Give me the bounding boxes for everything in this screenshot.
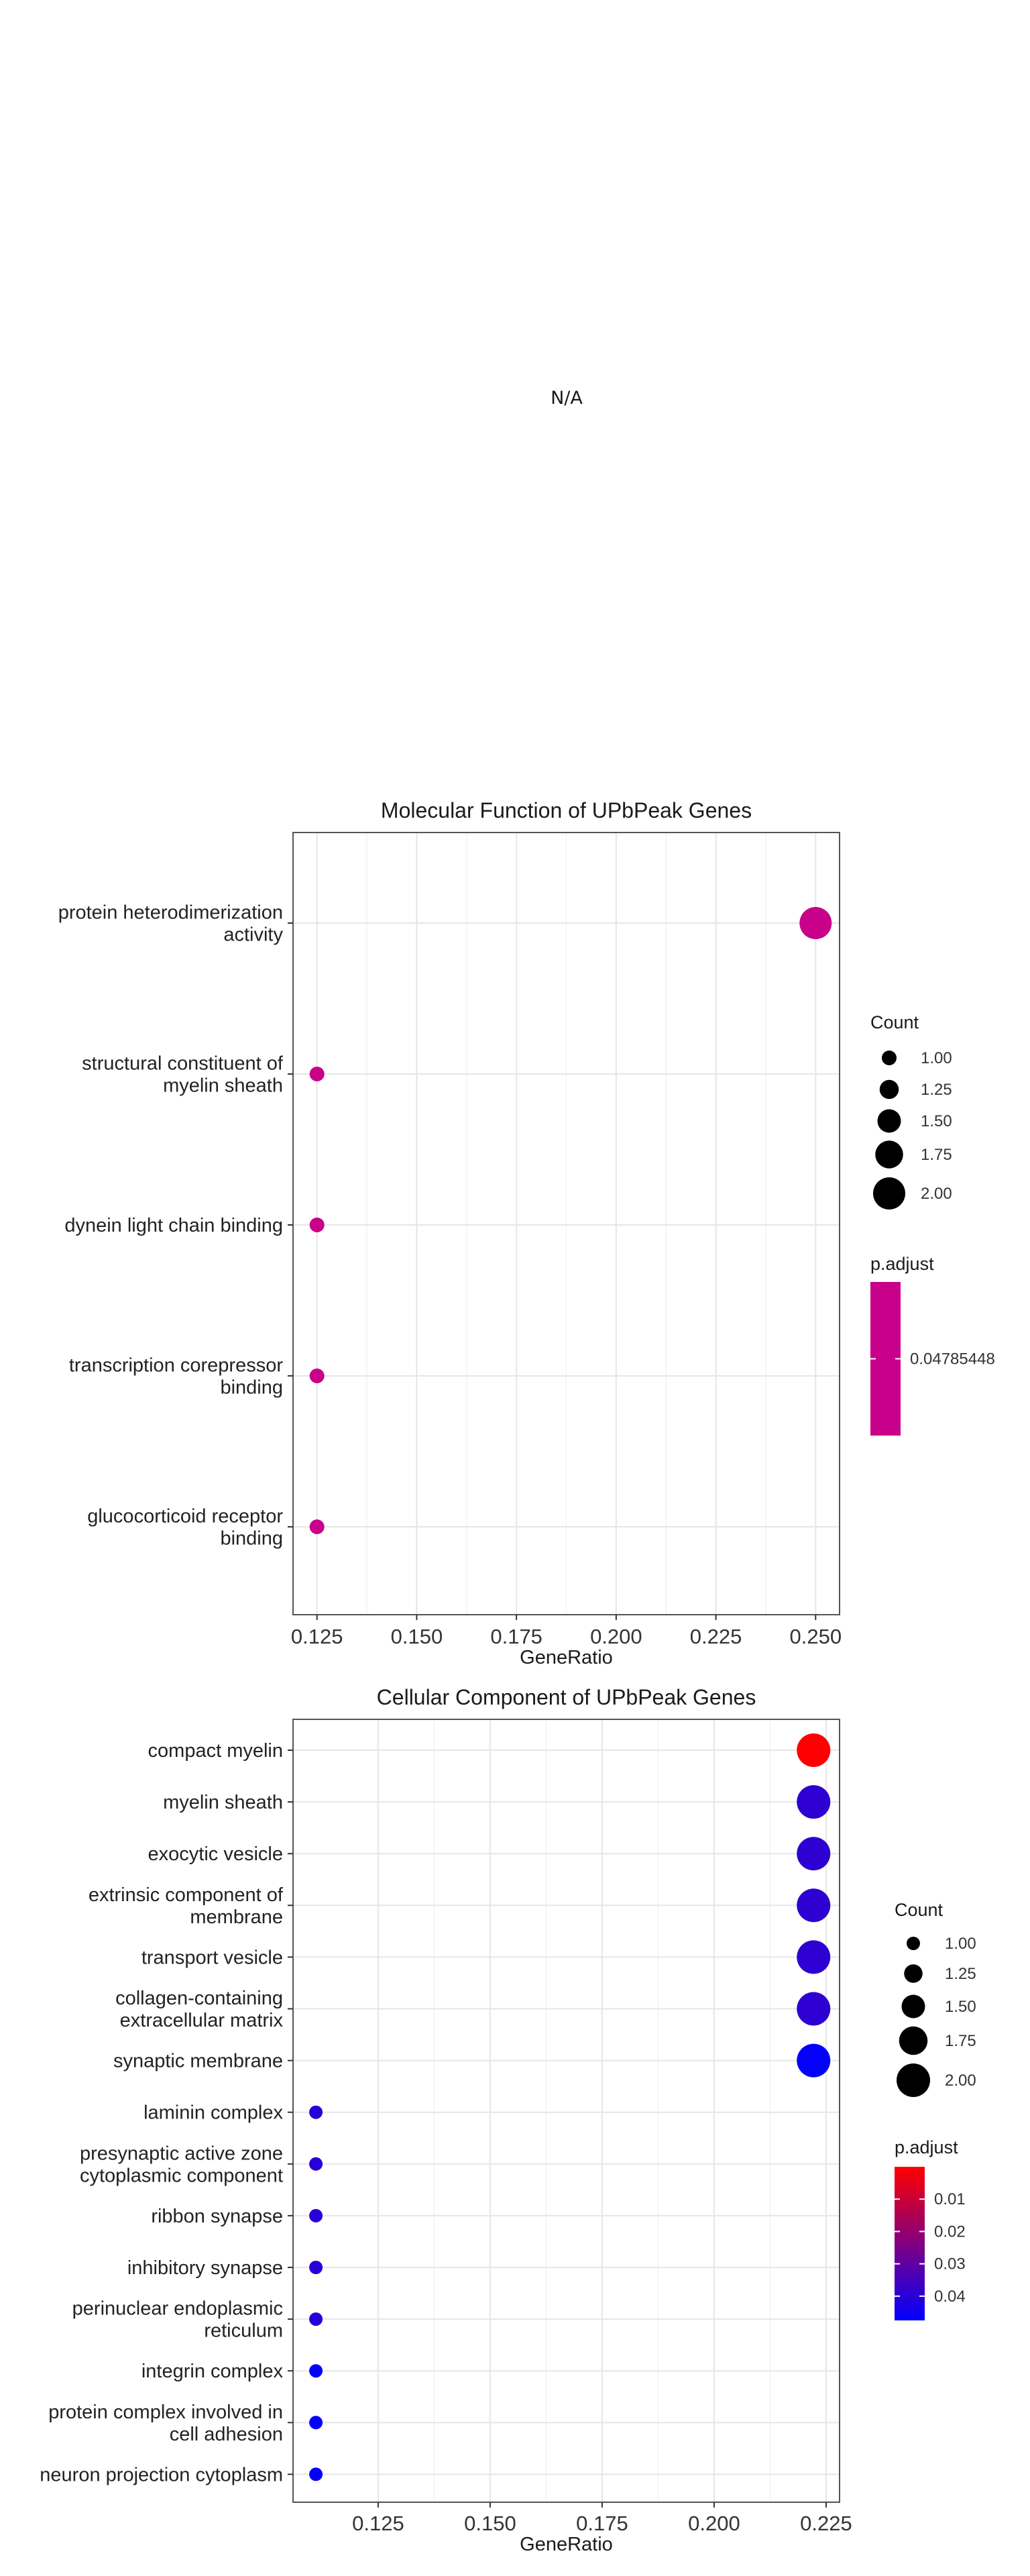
x-tick-label: 0.150: [391, 1625, 443, 1648]
y-category-label: extrinsic component of membrane: [89, 1884, 284, 1928]
y-category-label: transport vesicle: [141, 1947, 283, 1968]
size-legend-key: [899, 2026, 928, 2055]
size-legend-label: 2.00: [921, 1185, 952, 1203]
color-legend-label: 0.03: [934, 2255, 966, 2273]
y-category-label: collagen-containing extracellular matrix: [115, 1988, 283, 2031]
placeholder-text: N/A: [551, 388, 583, 409]
y-category-label: transcription corepressor binding: [69, 1355, 283, 1399]
y-category-label: structural constituent of myelin sheath: [82, 1053, 284, 1097]
size-legend-key: [904, 1964, 923, 1983]
size-legend-label: 1.75: [945, 2032, 976, 2050]
data-point: [797, 1733, 831, 1767]
data-point: [309, 2416, 323, 2430]
data-point: [309, 1368, 325, 1383]
y-category-label: inhibitory synapse: [127, 2257, 283, 2279]
x-tick-label: 0.150: [464, 2512, 516, 2535]
plot-frame: [292, 832, 840, 1615]
y-category-label: perinuclear endoplasmic reticulum: [72, 2298, 283, 2342]
color-legend-bar: [895, 2167, 925, 2320]
chart-1: Molecular Function of UPbPeak Genes 0.125…: [58, 798, 995, 1668]
color-legend-label: 0.01: [934, 2190, 966, 2208]
y-category-label: integrin complex: [141, 2361, 284, 2382]
data-point: [797, 1992, 831, 2026]
x-tick-label: 0.175: [490, 1625, 542, 1648]
data-point: [309, 2105, 323, 2119]
y-category-label: presynaptic active zone cytoplasmic compo…: [80, 2143, 283, 2186]
y-category-label: protein complex involved in cell adhesion: [48, 2402, 283, 2445]
y-category-label: dynein light chain binding: [64, 1215, 283, 1236]
charts-group: Molecular Function of UPbPeak Genes 0.125…: [40, 798, 995, 2555]
y-category-label: myelin sheath: [163, 1792, 283, 1813]
color-legend-label: 0.04785448: [910, 1350, 995, 1368]
y-category-label: glucocorticoid receptor binding: [87, 1506, 283, 1550]
data-point: [309, 1218, 325, 1232]
data-point: [309, 2312, 323, 2326]
size-legend-key: [882, 1051, 897, 1065]
size-legend-label: 1.00: [921, 1049, 952, 1067]
y-category-label: laminin complex: [144, 2102, 283, 2124]
size-legend-label: 1.25: [921, 1081, 952, 1099]
data-point: [309, 2208, 323, 2222]
chart-title: Cellular Component of UPbPeak Genes: [377, 1685, 756, 1709]
data-point: [309, 2467, 323, 2481]
size-legend-title: Count: [870, 1012, 919, 1032]
chart-2: Cellular Component of UPbPeak Genes 0.125…: [40, 1685, 976, 2555]
x-tick-label: 0.125: [352, 2512, 404, 2535]
plot-frame: [292, 1719, 840, 2503]
size-legend-key: [897, 2063, 930, 2097]
y-category-label: ribbon synapse: [151, 2206, 283, 2227]
x-tick-label: 0.125: [291, 1625, 343, 1648]
data-point: [309, 2157, 323, 2171]
y-category-label: protein heterodimerization activity: [58, 902, 284, 946]
size-legend-key: [877, 1109, 901, 1133]
x-tick-label: 0.200: [590, 1625, 642, 1648]
x-tick-label: 0.175: [576, 2512, 628, 2535]
color-legend-title: p.adjust: [870, 1254, 934, 1274]
size-legend-key: [873, 1177, 905, 1210]
x-tick-label: 0.225: [800, 2512, 852, 2535]
data-point: [799, 907, 832, 939]
data-point: [309, 1067, 325, 1081]
data-point: [797, 1785, 831, 1819]
x-tick-label: 0.200: [688, 2512, 740, 2535]
data-point: [797, 2043, 831, 2078]
x-tick-label: 0.250: [790, 1625, 842, 1648]
size-legend-label: 2.00: [945, 2072, 976, 2090]
size-legend-label: 1.50: [945, 1998, 976, 2016]
x-tick-label: 0.225: [690, 1625, 742, 1648]
size-legend-label: 1.00: [945, 1935, 976, 1953]
size-legend-key: [879, 1079, 899, 1099]
y-category-label: exocytic vesicle: [148, 1843, 283, 1865]
y-category-label: compact myelin: [148, 1740, 283, 1762]
data-point: [309, 2261, 323, 2274]
size-legend-label: 1.25: [945, 1965, 976, 1983]
color-legend-label: 0.04: [934, 2288, 966, 2306]
x-axis-title: GeneRatio: [520, 1647, 613, 1668]
color-legend-label: 0.02: [934, 2222, 966, 2241]
size-legend-key: [907, 1937, 920, 1950]
size-legend-title: Count: [895, 1900, 943, 1920]
size-legend-label: 1.75: [921, 1146, 952, 1164]
color-legend-title: p.adjust: [895, 2137, 958, 2157]
data-point: [797, 1888, 831, 1923]
chart-title: Molecular Function of UPbPeak Genes: [381, 798, 752, 822]
size-legend-label: 1.50: [921, 1112, 952, 1130]
y-category-label: synaptic membrane: [113, 2051, 283, 2072]
data-point: [309, 2364, 323, 2378]
data-point: [797, 1940, 831, 1974]
data-point: [309, 1519, 325, 1534]
size-legend-key: [901, 1994, 925, 2019]
data-point: [797, 1837, 831, 1871]
size-legend-key: [875, 1140, 903, 1169]
x-axis-title: GeneRatio: [520, 2534, 613, 2555]
y-category-label: neuron projection cytoplasm: [40, 2464, 283, 2485]
